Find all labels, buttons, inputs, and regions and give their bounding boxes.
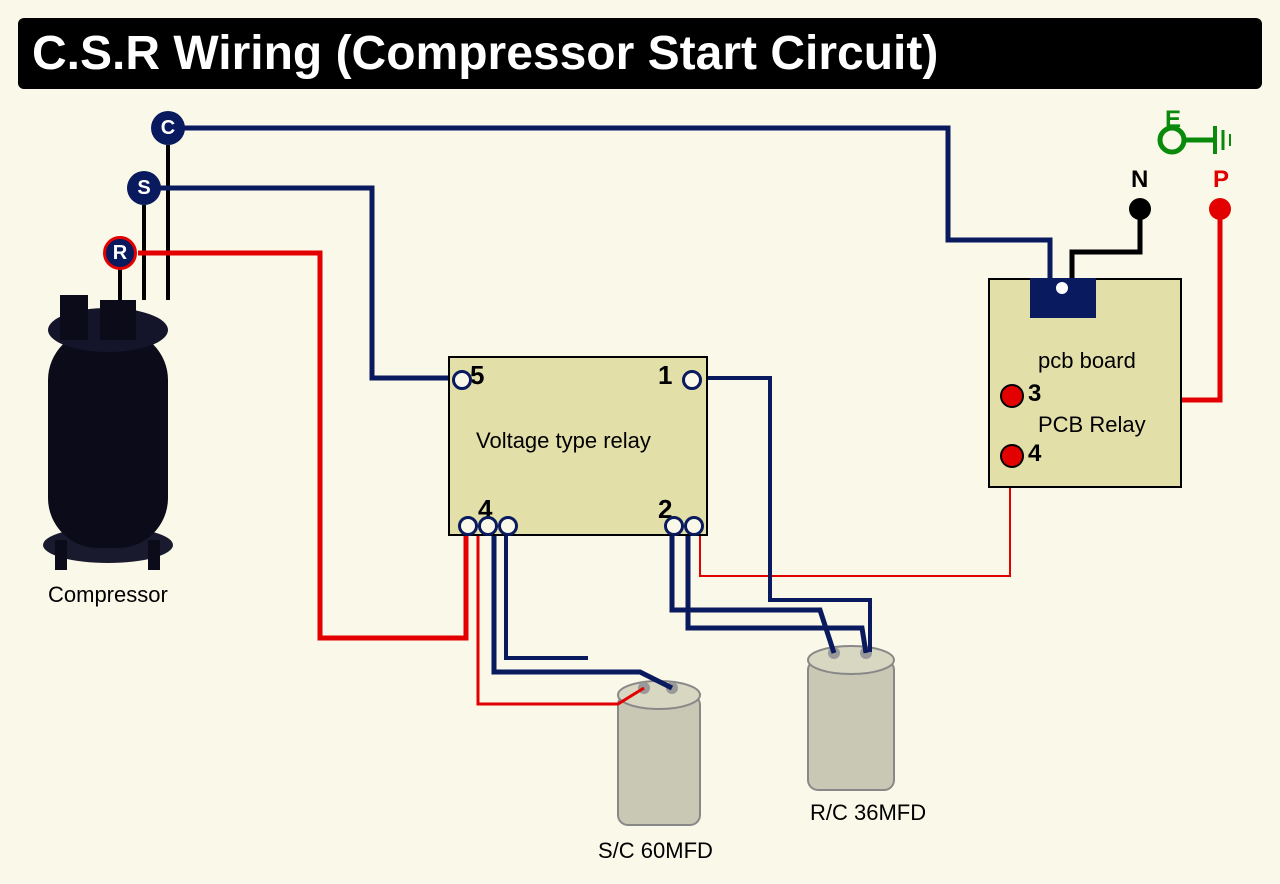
diagram-title: C.S.R Wiring (Compressor Start Circuit) — [18, 18, 1262, 89]
capacitor-rc-body — [808, 646, 894, 790]
power-label-n: N — [1131, 166, 1148, 194]
power-label-e: E — [1165, 106, 1181, 134]
pcb-terminal-3: 3 — [1028, 380, 1041, 408]
pcb-terminal-3-dot — [1000, 384, 1024, 408]
relay2-ring-a — [664, 516, 684, 536]
pcb-terminal-4: 4 — [1028, 440, 1041, 468]
voltage-relay-label: Voltage type relay — [476, 428, 651, 454]
capacitor-rc-label: R/C 36MFD — [810, 800, 926, 826]
compressor-terminal-c: C — [151, 111, 185, 145]
pcb-board-label: pcb board — [1038, 348, 1136, 374]
voltage-relay-terminal-1: 1 — [658, 360, 672, 391]
pcb-connector-dot — [1056, 282, 1068, 294]
compressor-terminal-s: S — [127, 171, 161, 205]
power-dot-n — [1129, 198, 1151, 220]
relay4-ring-b — [478, 516, 498, 536]
relay5-ring — [452, 370, 472, 390]
pcb-relay-label: PCB Relay — [1038, 412, 1146, 438]
relay2-ring-b — [684, 516, 704, 536]
relay4-ring-a — [458, 516, 478, 536]
capacitor-sc-label: S/C 60MFD — [598, 838, 713, 864]
compressor-body — [43, 295, 173, 570]
voltage-relay-terminal-5: 5 — [470, 360, 484, 391]
pcb-terminal-4-dot — [1000, 444, 1024, 468]
compressor-label: Compressor — [48, 582, 168, 608]
compressor-terminal-r: R — [103, 236, 137, 270]
relay4-ring-c — [498, 516, 518, 536]
capacitor-sc-body — [618, 681, 700, 825]
relay1-ring — [682, 370, 702, 390]
power-dot-p — [1209, 198, 1231, 220]
power-label-p: P — [1213, 166, 1229, 194]
